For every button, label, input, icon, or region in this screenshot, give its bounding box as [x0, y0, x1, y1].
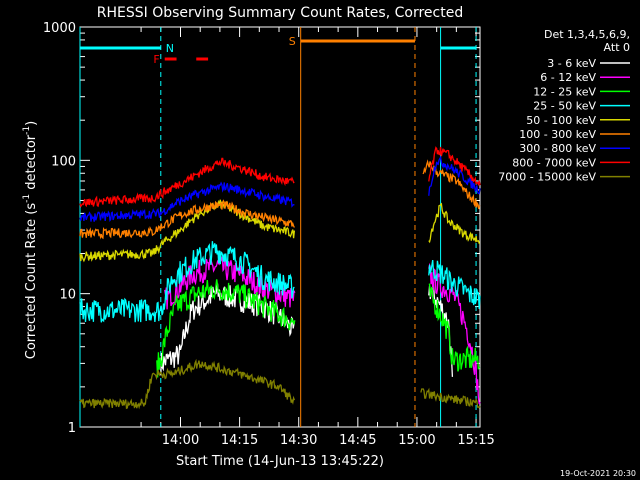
series-line-2-1 — [428, 283, 481, 372]
legend-label: 3 - 6 keV — [547, 57, 596, 70]
legend-header-2: Att 0 — [604, 41, 630, 54]
legend-label: 12 - 25 keV — [533, 85, 596, 98]
series-line-7-0 — [79, 157, 295, 208]
x-tick-label: 14:30 — [280, 433, 317, 448]
legend-label: 7000 - 15000 keV — [498, 171, 596, 184]
x-tick-label: 15:15 — [457, 433, 494, 448]
y-label-main: Corrected Count Rate (s — [24, 203, 39, 360]
night-label: N — [166, 42, 174, 55]
x-tick-label: 15:00 — [398, 433, 435, 448]
legend-label: 50 - 100 keV — [526, 114, 596, 127]
series-line-4-0 — [79, 199, 296, 263]
series-line-5-0 — [79, 199, 295, 240]
legend-label: 100 - 300 keV — [519, 128, 596, 141]
series-line-6-1 — [428, 155, 481, 196]
series-lines — [79, 146, 481, 410]
series-line-6-0 — [79, 181, 295, 223]
legend-label: 300 - 800 keV — [519, 142, 596, 155]
legend-header-1: Det 1,3,4,5,6,9, — [544, 28, 630, 41]
x-tick-label: 14:45 — [339, 433, 376, 448]
x-axis-label: Start Time (14-Jun-13 13:45:22) — [176, 454, 384, 469]
series-line-2-0 — [156, 279, 296, 378]
y-label-end: ) — [24, 121, 39, 126]
series-line-8-0 — [79, 358, 296, 410]
legend-label: 800 - 7000 keV — [512, 156, 596, 169]
y-tick-label: 100 — [51, 154, 76, 169]
y-axis-label: Corrected Count Rate (s-1 detector-1) — [22, 121, 39, 359]
y-tick-label: 10 — [59, 288, 76, 303]
series-line-3-1 — [428, 259, 481, 310]
series-line-5-1 — [422, 159, 481, 210]
y-label-mid: detector — [24, 134, 39, 194]
saa-label: S — [289, 35, 296, 48]
series-line-1-1 — [428, 262, 481, 405]
y-label-sup-2: -1 — [22, 126, 32, 135]
attenuator-markers: NF S — [79, 27, 477, 427]
y-tick-label: 1 — [68, 421, 76, 436]
y-tick-label: 1000 — [43, 21, 76, 36]
flare-label: F — [153, 53, 159, 66]
y-label-sup-1: -1 — [22, 194, 32, 203]
series-line-7-1 — [428, 146, 481, 187]
x-tick-label: 14:00 — [162, 433, 199, 448]
legend-label: 6 - 12 keV — [540, 71, 596, 84]
series-line-8-1 — [420, 387, 481, 409]
series-line-4-1 — [428, 202, 481, 245]
chart-title: RHESSI Observing Summary Count Rates, Co… — [97, 5, 463, 21]
timestamp: 19-Oct-2021 20:30 — [560, 469, 636, 478]
series-line-3-0 — [79, 241, 295, 323]
x-tick-label: 14:15 — [221, 433, 258, 448]
legend-label: 25 - 50 keV — [533, 100, 596, 113]
